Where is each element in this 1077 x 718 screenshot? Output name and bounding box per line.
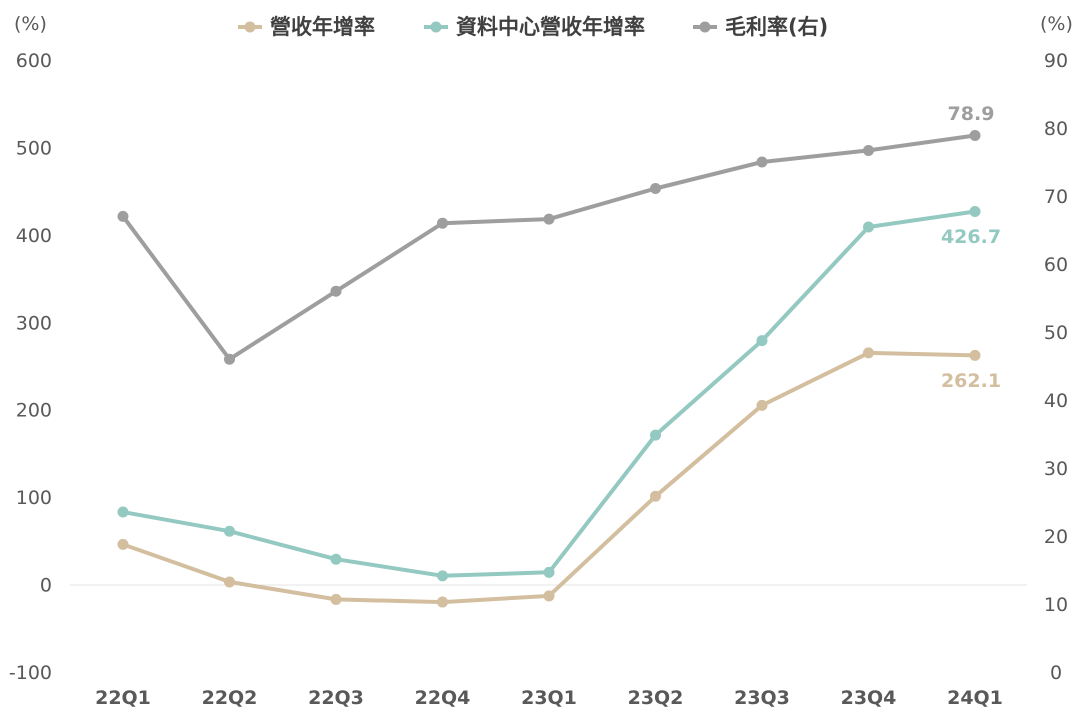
x-tick-label: 22Q1 — [95, 687, 151, 709]
x-tick-label: 22Q3 — [308, 687, 364, 709]
series-point — [437, 217, 448, 229]
series-point — [756, 156, 768, 168]
series-point — [969, 129, 981, 141]
series-point — [650, 183, 661, 195]
series-point — [437, 570, 448, 582]
series-point — [756, 399, 768, 411]
right-axis-unit: (%) — [1040, 13, 1073, 35]
x-tick-label: 23Q4 — [841, 687, 897, 709]
right-tick-label: 30 — [1044, 458, 1068, 480]
legend-label: 資料中心營收年增率 — [456, 15, 645, 39]
series-point — [117, 538, 129, 550]
series-point — [863, 144, 874, 156]
series-point — [224, 576, 235, 588]
x-tick-label: 23Q1 — [521, 687, 577, 709]
legend-swatch-marker — [244, 21, 256, 33]
series-point — [543, 590, 555, 602]
left-tick-label: 100 — [16, 487, 52, 509]
legend-swatch-marker — [699, 21, 711, 33]
left-tick-label: 600 — [16, 50, 52, 72]
left-axis: 600 500 400 300 200 100 0 -100 — [9, 50, 52, 684]
data-label-2: 78.9 — [948, 103, 995, 125]
series-point — [543, 566, 555, 578]
right-tick-label: 70 — [1044, 186, 1068, 208]
right-tick-label: 20 — [1044, 526, 1068, 548]
series-line-1 — [121, 209, 977, 578]
right-tick-label: 50 — [1044, 322, 1068, 344]
left-axis-unit: (%) — [14, 13, 47, 35]
x-tick-label: 24Q1 — [947, 687, 1003, 709]
x-tick-label: 23Q3 — [734, 687, 790, 709]
series-point — [224, 353, 235, 365]
series-line-0 — [121, 350, 977, 605]
right-tick-label: 40 — [1044, 390, 1068, 412]
right-axis: 90 80 70 60 50 40 30 20 10 0 — [1044, 50, 1068, 684]
x-tick-label: 22Q4 — [415, 687, 471, 709]
series-point — [330, 285, 342, 297]
series-point — [650, 429, 661, 441]
right-tick-label: 60 — [1044, 254, 1068, 276]
series-point — [117, 506, 129, 518]
left-tick-label: 500 — [16, 137, 52, 159]
right-tick-label: 90 — [1044, 50, 1068, 72]
series-point — [650, 490, 661, 502]
series-point — [969, 206, 981, 218]
x-axis: 22Q1 22Q2 22Q3 22Q4 23Q1 23Q2 23Q3 23Q4 24Q1 — [95, 687, 1003, 709]
legend-label: 毛利率(右) — [725, 15, 828, 39]
x-tick-label: 23Q2 — [628, 687, 684, 709]
legend-swatch-marker — [430, 21, 442, 33]
x-tick-label: 22Q2 — [202, 687, 258, 709]
left-tick-label: 0 — [40, 575, 52, 597]
series-point — [224, 525, 235, 537]
data-label-1: 426.7 — [941, 226, 1001, 248]
left-tick-label: 400 — [16, 225, 52, 247]
legend-label: 營收年增率 — [270, 15, 375, 39]
series-point — [756, 335, 768, 347]
data-label-0: 262.1 — [941, 370, 1001, 392]
series-point — [969, 349, 981, 361]
left-tick-label: 200 — [16, 400, 52, 422]
series-point — [863, 347, 874, 359]
series-point — [330, 593, 342, 605]
series-point — [863, 221, 874, 233]
series-point — [330, 553, 342, 565]
series-point — [117, 210, 129, 222]
left-tick-label: -100 — [9, 662, 52, 684]
left-tick-label: 300 — [16, 312, 52, 334]
series-layer: 262.1 426.7 78.9 — [117, 103, 1001, 608]
series-point — [543, 213, 555, 225]
legend: 營收年增率 資料中心營收年增率 毛利率(右) — [238, 15, 828, 39]
right-tick-label: 10 — [1044, 594, 1068, 616]
right-tick-label: 0 — [1050, 662, 1062, 684]
right-tick-label: 80 — [1044, 118, 1068, 140]
series-point — [437, 596, 448, 608]
